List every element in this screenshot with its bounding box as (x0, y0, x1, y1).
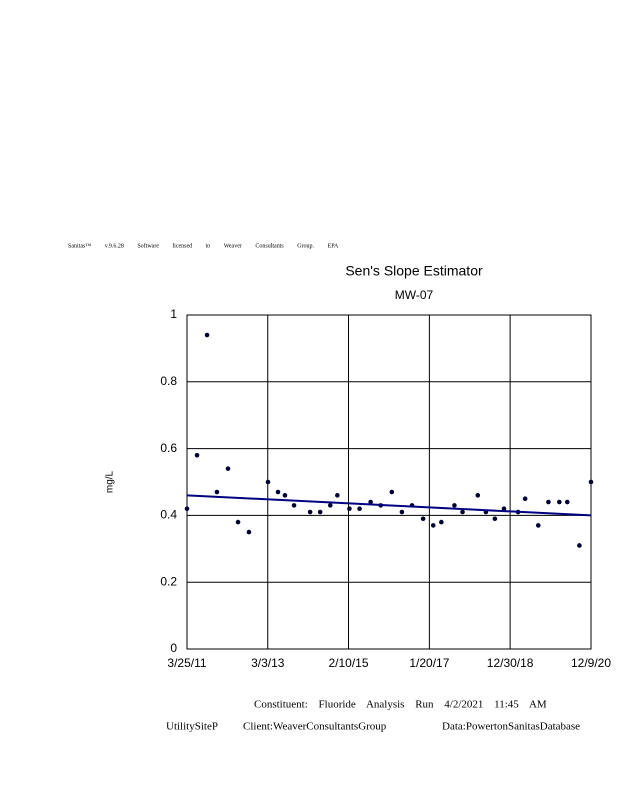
x-tick-label: 3/25/11 (167, 656, 206, 670)
data-point (184, 506, 190, 512)
data-point (460, 509, 465, 515)
y-tick-label: 0 (170, 641, 177, 655)
data-point (357, 506, 362, 512)
data-point (327, 503, 333, 508)
data-point (214, 489, 220, 495)
data-point (565, 499, 570, 505)
data-point (265, 479, 271, 485)
data-point (420, 516, 426, 522)
data-point (399, 509, 405, 515)
data-point (389, 489, 395, 495)
y-tick-label: 0.8 (160, 374, 177, 388)
data-point (335, 493, 340, 498)
x-tick-label: 3/3/13 (251, 656, 285, 670)
footer-note: UtilitySiteP (166, 721, 218, 733)
y-tick-label: 0.2 (160, 574, 177, 588)
data-point (557, 499, 562, 505)
plot-frame (186, 314, 592, 650)
footer-note: Constituent: Fluoride Analysis Run 4/2/2… (254, 699, 547, 711)
data-point (546, 499, 551, 505)
y-axis-label: mg/L (105, 470, 116, 493)
y-tick-label: 0.6 (160, 441, 177, 455)
x-tick-label: 2/10/15 (328, 656, 368, 670)
data-point (235, 519, 241, 525)
data-point (577, 543, 582, 548)
data-point (275, 489, 281, 495)
data-point (501, 506, 507, 512)
data-point (439, 519, 444, 525)
chart-title: Sen's Slope Estimator (345, 263, 483, 279)
y-tick-label: 1 (170, 307, 177, 321)
trend-line (186, 494, 592, 517)
data-point (194, 452, 200, 458)
data-point (492, 516, 498, 522)
data-point (204, 332, 210, 338)
data-point (225, 466, 231, 471)
data-point (282, 493, 288, 498)
data-point (291, 503, 297, 508)
data-point (452, 503, 457, 508)
data-point (535, 523, 541, 528)
data-point (430, 523, 436, 528)
data-point (588, 479, 594, 485)
data-point (317, 509, 323, 515)
x-tick-label: 12/9/20 (571, 656, 611, 670)
header-note: Sanitas™ v.9.6.28 Software licensed to W… (68, 242, 339, 249)
x-tick-label: 1/20/17 (409, 656, 449, 670)
y-tick-label: 0.4 (160, 508, 177, 522)
data-point (368, 499, 373, 505)
chart-subtitle: MW-07 (395, 288, 434, 302)
data-point (475, 493, 481, 498)
data-point (307, 509, 313, 515)
footer-note: Data:PowertonSanitasDatabase (442, 721, 580, 733)
data-point (347, 506, 352, 512)
data-point (246, 529, 252, 535)
x-tick-label: 12/30/18 (487, 656, 534, 670)
data-point (522, 496, 528, 502)
footer-note: Client:WeaverConsultantsGroup (243, 721, 387, 733)
